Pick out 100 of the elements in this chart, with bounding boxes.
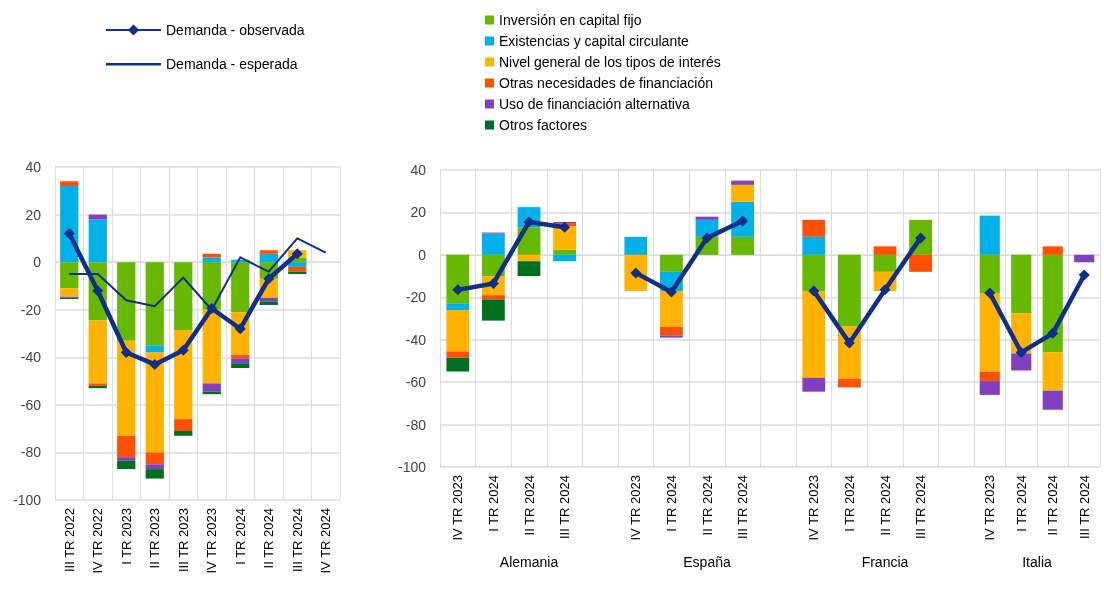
bar — [446, 351, 470, 358]
bar — [660, 335, 683, 338]
bar — [117, 435, 136, 458]
y-tick-label: -40 — [20, 349, 42, 366]
bar — [873, 254, 897, 272]
bar — [174, 262, 193, 330]
bar — [1074, 254, 1095, 263]
bar — [446, 310, 470, 352]
bar — [979, 371, 1000, 382]
y-tick-label: -60 — [20, 396, 42, 413]
x-tick-label: I TR 2023 — [118, 508, 134, 565]
y-tick-label: -100 — [397, 459, 427, 475]
bar — [145, 352, 164, 453]
bar — [873, 246, 897, 255]
bar — [1042, 352, 1063, 391]
legend-label: Uso de financiación alternativa — [499, 96, 690, 112]
bar — [979, 381, 1000, 395]
x-tick-label: IV TR 2023 — [806, 475, 822, 541]
bar — [288, 262, 307, 267]
bar — [60, 181, 79, 187]
y-tick-label: 0 — [418, 246, 427, 263]
bar — [695, 216, 719, 220]
bar — [979, 215, 1000, 255]
bar — [731, 236, 754, 255]
bar — [517, 254, 541, 262]
point — [206, 303, 218, 315]
bar — [145, 464, 164, 470]
point — [177, 344, 189, 356]
y-tick-label: 20 — [25, 206, 42, 223]
y-tick-label: -80 — [405, 416, 427, 433]
bar — [231, 358, 250, 364]
point — [984, 287, 996, 299]
bar — [446, 303, 470, 311]
x-tick-label: I TR 2024 — [485, 475, 501, 532]
x-tick-label: II TR 2024 — [877, 475, 893, 536]
point — [879, 284, 891, 296]
bar — [553, 249, 576, 255]
bar — [482, 233, 505, 255]
bar — [1042, 246, 1063, 255]
point — [63, 228, 75, 240]
point — [92, 285, 104, 297]
bar — [802, 236, 826, 255]
bar — [117, 457, 136, 461]
y-tick-label: 20 — [410, 204, 427, 221]
y-tick-label: -60 — [405, 374, 427, 391]
x-tick-label: II TR 2024 — [261, 508, 277, 569]
bar — [802, 254, 826, 291]
legend-label: Nivel general de los tipos de interés — [499, 54, 721, 70]
y-tick-label: 40 — [25, 159, 42, 175]
point — [559, 221, 571, 233]
x-tick-label: I TR 2024 — [232, 508, 248, 565]
bar — [88, 320, 107, 384]
bar — [979, 293, 1000, 372]
legend-label: Demanda - esperada — [166, 56, 298, 72]
x-tick-label: I TR 2024 — [841, 475, 857, 532]
bar — [660, 326, 683, 336]
bar — [731, 180, 754, 185]
x-tick-label: III TR 2024 — [735, 475, 751, 540]
point — [1078, 269, 1090, 281]
bar — [202, 383, 221, 392]
bar — [88, 219, 107, 263]
bar — [446, 357, 470, 372]
bar — [60, 186, 79, 263]
point — [701, 232, 713, 244]
bar — [446, 254, 470, 304]
y-tick-label: 0 — [33, 254, 42, 271]
x-axis-title: Alemania — [499, 554, 559, 570]
x-tick-label: III TR 2023 — [175, 508, 191, 573]
legend-label: Demanda - observada — [166, 22, 305, 38]
x-tick-label: II TR 2023 — [147, 508, 163, 569]
y-tick-label: -20 — [405, 289, 427, 306]
y-tick-label: -80 — [20, 444, 42, 461]
point — [1015, 346, 1027, 358]
bar — [553, 254, 576, 262]
point — [263, 273, 275, 285]
x-tick-label: II TR 2024 — [521, 475, 537, 536]
legend-label: Otros factores — [499, 117, 587, 133]
bar — [231, 262, 250, 313]
bar — [838, 378, 861, 388]
point — [808, 285, 820, 297]
y-tick-label: 40 — [410, 162, 427, 178]
legend-label: Existencias y capital circulante — [499, 33, 690, 49]
bar — [174, 329, 193, 420]
bar — [802, 219, 826, 237]
y-tick-label: -40 — [405, 331, 427, 348]
x-tick-label: IV TR 2023 — [204, 508, 220, 574]
bar — [1042, 390, 1063, 410]
x-axis-title: España — [683, 554, 731, 570]
point — [120, 347, 132, 359]
bar — [231, 363, 250, 368]
bar — [838, 254, 861, 326]
bar — [979, 254, 1000, 294]
x-axis-title: Francia — [861, 554, 909, 570]
bar — [145, 469, 164, 479]
bar — [60, 262, 79, 289]
bar — [202, 309, 221, 384]
bar — [145, 345, 164, 353]
bar — [174, 419, 193, 432]
legend-label: Otras necesidades de financiación — [499, 75, 714, 91]
x-tick-label: IV TR 2023 — [982, 475, 998, 541]
